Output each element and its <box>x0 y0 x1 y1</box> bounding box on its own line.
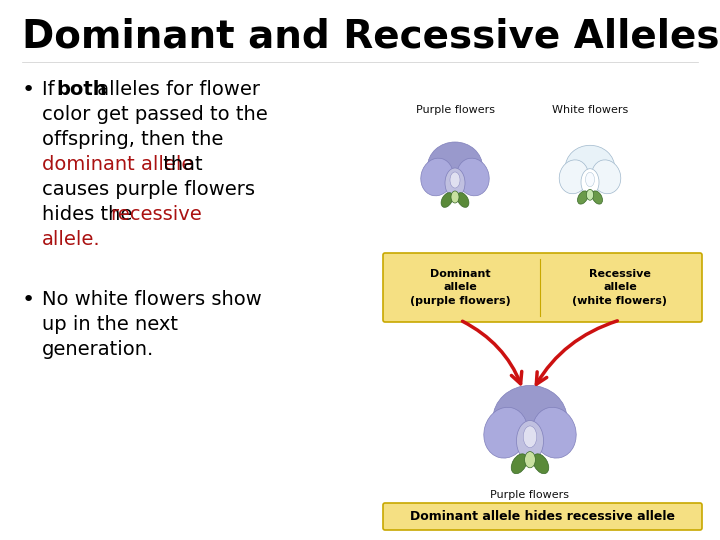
Ellipse shape <box>577 191 588 204</box>
Text: up in the next: up in the next <box>42 315 178 334</box>
Text: Purple flowers: Purple flowers <box>415 105 495 115</box>
Ellipse shape <box>533 454 549 474</box>
Ellipse shape <box>457 193 469 207</box>
Text: White flowers: White flowers <box>552 105 628 115</box>
Text: Dominant and Recessive Alleles: Dominant and Recessive Alleles <box>22 18 719 56</box>
Ellipse shape <box>511 454 527 474</box>
Ellipse shape <box>450 172 460 188</box>
Text: dominant allele: dominant allele <box>42 155 194 174</box>
Text: Dominant
allele
(purple flowers): Dominant allele (purple flowers) <box>410 269 510 306</box>
Ellipse shape <box>445 168 465 198</box>
Text: Purple flowers: Purple flowers <box>490 490 570 500</box>
Text: that: that <box>157 155 202 174</box>
Ellipse shape <box>525 451 536 468</box>
Text: If: If <box>42 80 61 99</box>
Text: generation.: generation. <box>42 340 154 359</box>
Text: offspring, then the: offspring, then the <box>42 130 223 149</box>
Ellipse shape <box>441 193 453 207</box>
Text: color get passed to the: color get passed to the <box>42 105 268 124</box>
Ellipse shape <box>565 145 615 190</box>
Text: No white flowers show: No white flowers show <box>42 290 262 309</box>
Text: causes purple flowers: causes purple flowers <box>42 180 255 199</box>
FancyBboxPatch shape <box>383 503 702 530</box>
Text: recessive: recessive <box>110 205 202 224</box>
Ellipse shape <box>523 426 536 448</box>
Text: hides the: hides the <box>42 205 139 224</box>
Ellipse shape <box>516 421 544 461</box>
Ellipse shape <box>592 160 621 194</box>
Text: allele.: allele. <box>42 230 101 249</box>
Ellipse shape <box>420 158 453 196</box>
Ellipse shape <box>451 191 459 203</box>
Ellipse shape <box>532 407 576 458</box>
FancyBboxPatch shape <box>383 253 702 322</box>
Text: both: both <box>56 80 107 99</box>
Ellipse shape <box>581 168 599 195</box>
Ellipse shape <box>428 142 482 192</box>
Ellipse shape <box>559 160 588 194</box>
Text: alleles for flower: alleles for flower <box>91 80 260 99</box>
Ellipse shape <box>484 407 528 458</box>
Ellipse shape <box>592 191 603 204</box>
Ellipse shape <box>456 158 489 196</box>
Text: •: • <box>22 290 35 310</box>
Text: Recessive
allele
(white flowers): Recessive allele (white flowers) <box>572 269 667 306</box>
Text: Dominant allele hides recessive allele: Dominant allele hides recessive allele <box>410 510 675 523</box>
Ellipse shape <box>586 190 593 200</box>
Text: •: • <box>22 80 35 100</box>
Ellipse shape <box>585 172 595 187</box>
Ellipse shape <box>493 386 567 453</box>
